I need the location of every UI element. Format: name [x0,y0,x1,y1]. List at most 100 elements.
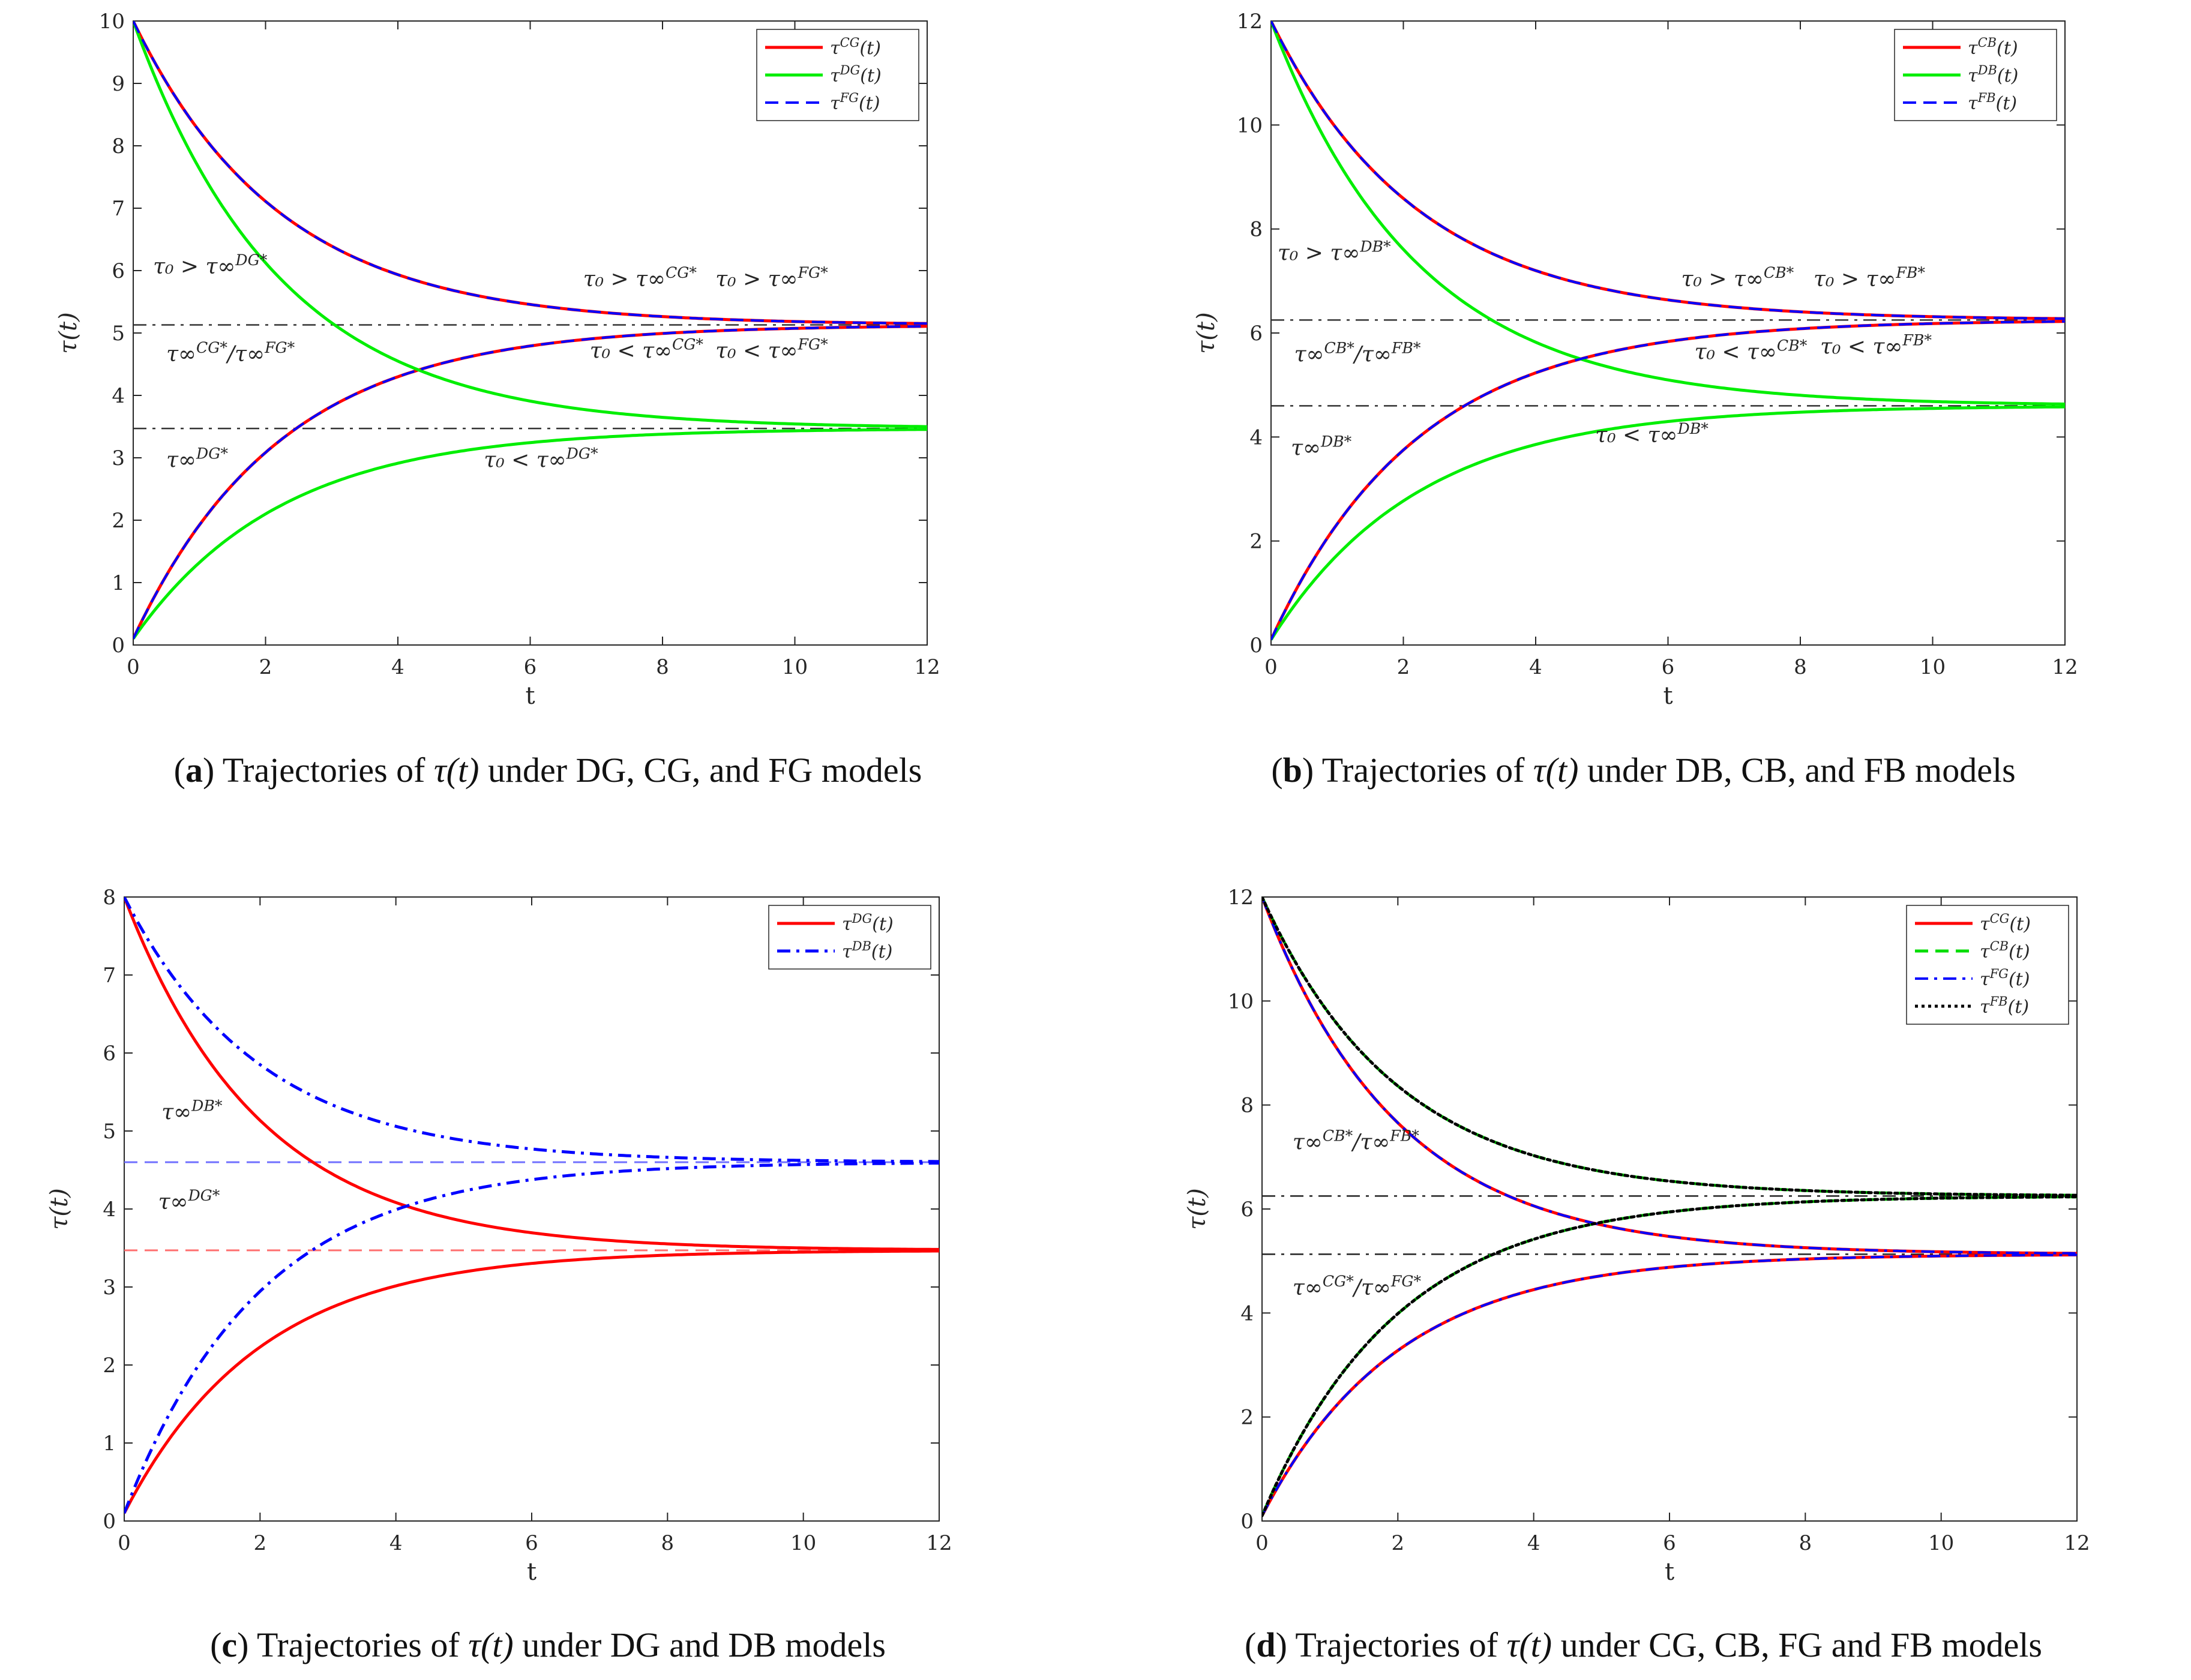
x-tick-label: 6 [525,1531,538,1555]
y-tick-label: 0 [112,634,125,658]
y-tick-label: 4 [112,384,125,408]
y-tick-label: 3 [103,1276,116,1300]
annotation: τ∞CB*/τ∞FB* [1294,339,1421,367]
caption-d-math: τ(t) [1506,1625,1552,1664]
x-tick-label: 6 [1663,1531,1676,1555]
caption-a-letter: a [185,751,203,790]
x-tick-label: 12 [2064,1531,2090,1555]
caption-a: (a) Trajectories of τ(t) under DG, CG, a… [173,751,922,790]
y-tick-label: 4 [1249,425,1263,449]
series-line-fgt [133,325,927,640]
x-tick-label: 6 [1662,655,1675,679]
series-line-fbt [1262,1195,2077,1517]
y-tick-label: 8 [112,134,125,158]
annotation: τ₀ > τ∞CB* [1682,264,1794,292]
series-line-dbt [124,1162,939,1514]
x-axis-label: t [1663,682,1673,710]
legend-label: τFG(t) [1980,967,2030,990]
y-tick-label: 5 [103,1120,116,1144]
annotation: τ₀ < τ∞CG* [590,335,704,364]
series-line-dgt [133,428,927,640]
x-axis-label: t [525,682,535,710]
caption-b-letter: b [1282,751,1302,790]
plot-frame [1270,20,2066,646]
annotation: τ₀ > τ∞DB* [1278,238,1391,266]
y-tick-label: 8 [1249,218,1263,242]
legend-label: τFB(t) [1980,994,2029,1018]
x-tick-label: 4 [1527,1531,1540,1555]
x-tick-label: 12 [2052,655,2078,679]
x-tick-label: 12 [926,1531,952,1555]
annotation: τ₀ > τ∞DG* [153,251,268,280]
series-line-fbt [1271,21,2065,320]
y-tick-label: 2 [1249,530,1263,554]
y-tick-label: 7 [103,964,116,988]
caption-a-math: τ(t) [433,751,479,790]
legend-label: τFB(t) [1968,91,2017,114]
y-tick-label: 8 [103,886,116,910]
chart-c: 0 2 4 6 8 10 12012345678tτ(t)τDG(t)τDB(t)τ∞DB*… [46,886,952,1586]
legend-label: τFG(t) [830,91,880,114]
x-tick-label: 8 [656,655,669,679]
x-tick-label: 10 [782,655,808,679]
series-line-dbt [124,897,939,1163]
annotation: τ₀ < τ∞FB* [1820,331,1932,359]
legend-label: τDG(t) [842,911,894,935]
y-tick-label: 10 [99,10,125,34]
x-tick-label: 0 [1264,655,1278,679]
series-line-dgt [133,21,927,428]
legend-label: τCB(t) [1968,35,2018,59]
legend-label: τCG(t) [1980,911,2031,935]
y-tick-label: 8 [1240,1094,1254,1118]
y-tick-label: 2 [112,509,125,533]
y-tick-label: 7 [112,197,125,221]
legend: τDG(t) τDB(t) [768,905,931,970]
chart-d: 0 2 4 6 8 10 12 0 2 4 6 8 10 12 t τ(t) τCG(t) τCB(t) τFG(t… [1183,886,2090,1586]
plot-frame [133,20,928,646]
annotation: τ∞DB* [161,1097,223,1125]
annotation: τ₀ > τ∞FB* [1814,264,1925,292]
annotation: τ₀ < τ∞DB* [1595,420,1709,448]
y-axis-label: τ(t) [46,1188,73,1229]
annotation: τ∞DB* [1291,433,1352,461]
y-tick-label: 0 [1240,1510,1254,1534]
annotation: τ∞CG*/τ∞FG* [166,338,295,367]
series-line-fgt [1262,897,2077,1255]
caption-d-pre: Trajectories of [1295,1625,1507,1664]
series-line-cgt [1262,1253,2077,1517]
annotation: τ₀ < τ∞FG* [715,335,828,364]
caption-b-post: under DB, CB, and FB models [1578,751,2016,790]
caption-c-letter: c [221,1625,238,1664]
y-tick-label: 6 [1249,322,1263,346]
caption-b-pre: Trajectories of [1321,751,1533,790]
caption-a-post: under DG, CG, and FG models [479,751,922,790]
series-group [1262,897,2077,1517]
annotation: τ∞CG*/τ∞FG* [1293,1273,1422,1301]
caption-d-letter: d [1256,1625,1276,1664]
y-tick-label: 12 [1228,886,1254,910]
chart-b: 0 2 4 6 8 10 12 0 2 4 6 8 10 12 t τ(t) τCB(t) τDB(t) τFB(t… [1192,10,2078,710]
x-tick-label: 12 [914,655,940,679]
annotation: τ∞DG* [166,445,228,473]
chart-a: 0 2 4 6 8 10 12012345678910tτ(t)τCG(t)τDG(t)τF… [55,10,940,710]
x-tick-label: 8 [661,1531,675,1555]
x-tick-label: 0 [118,1531,131,1555]
x-tick-label: 10 [790,1531,816,1555]
legend: τCG(t) τCB(t) τFG(t) τFB(t) [1906,905,2069,1025]
legend-label: τCG(t) [830,35,881,59]
y-tick-label: 2 [103,1354,116,1378]
x-tick-label: 2 [254,1531,267,1555]
y-tick-label: 4 [103,1198,116,1222]
x-tick-label: 4 [1529,655,1542,679]
legend-box [1906,905,2069,1025]
x-tick-label: 10 [1928,1531,1954,1555]
y-tick-label: 0 [103,1510,116,1534]
annotation: τ₀ < τ∞DG* [484,445,598,473]
caption-b: (b) Trajectories of τ(t) under DB, CB, a… [1271,751,2016,790]
caption-c-post: under DG and DB models [513,1625,886,1664]
series-line-dgt [124,1249,939,1514]
caption-c-math: τ(t) [468,1625,514,1664]
y-axis-label: τ(t) [1192,312,1220,353]
y-tick-label: 6 [112,259,125,283]
annotation: τ∞DG* [158,1187,220,1215]
